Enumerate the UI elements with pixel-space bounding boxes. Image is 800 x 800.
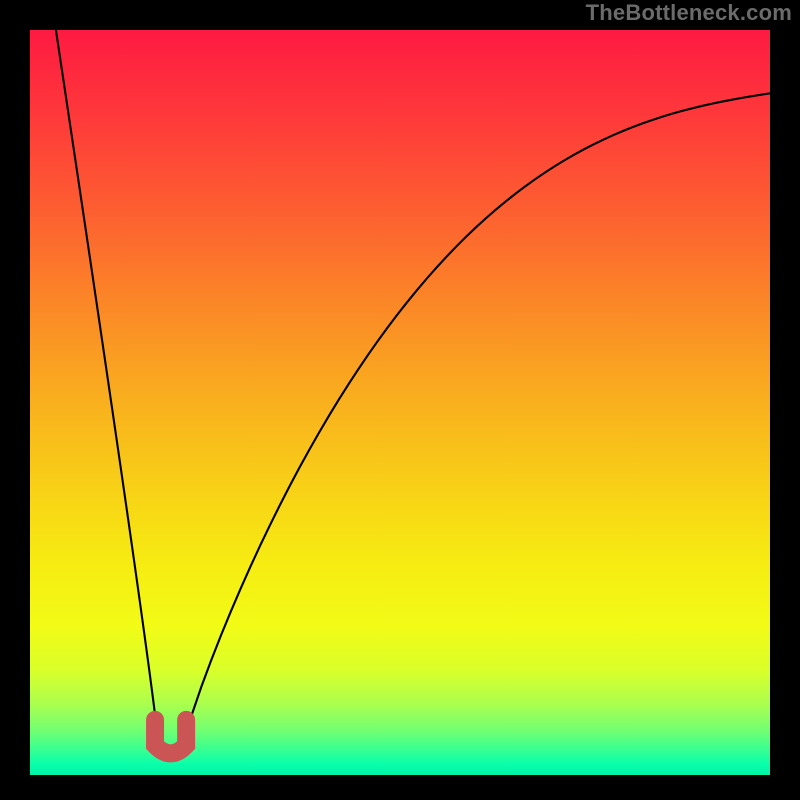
- chart-stage: TheBottleneck.com: [0, 0, 800, 800]
- plot-area: [30, 30, 770, 775]
- curve-layer: [30, 30, 770, 775]
- watermark-text: TheBottleneck.com: [586, 0, 792, 26]
